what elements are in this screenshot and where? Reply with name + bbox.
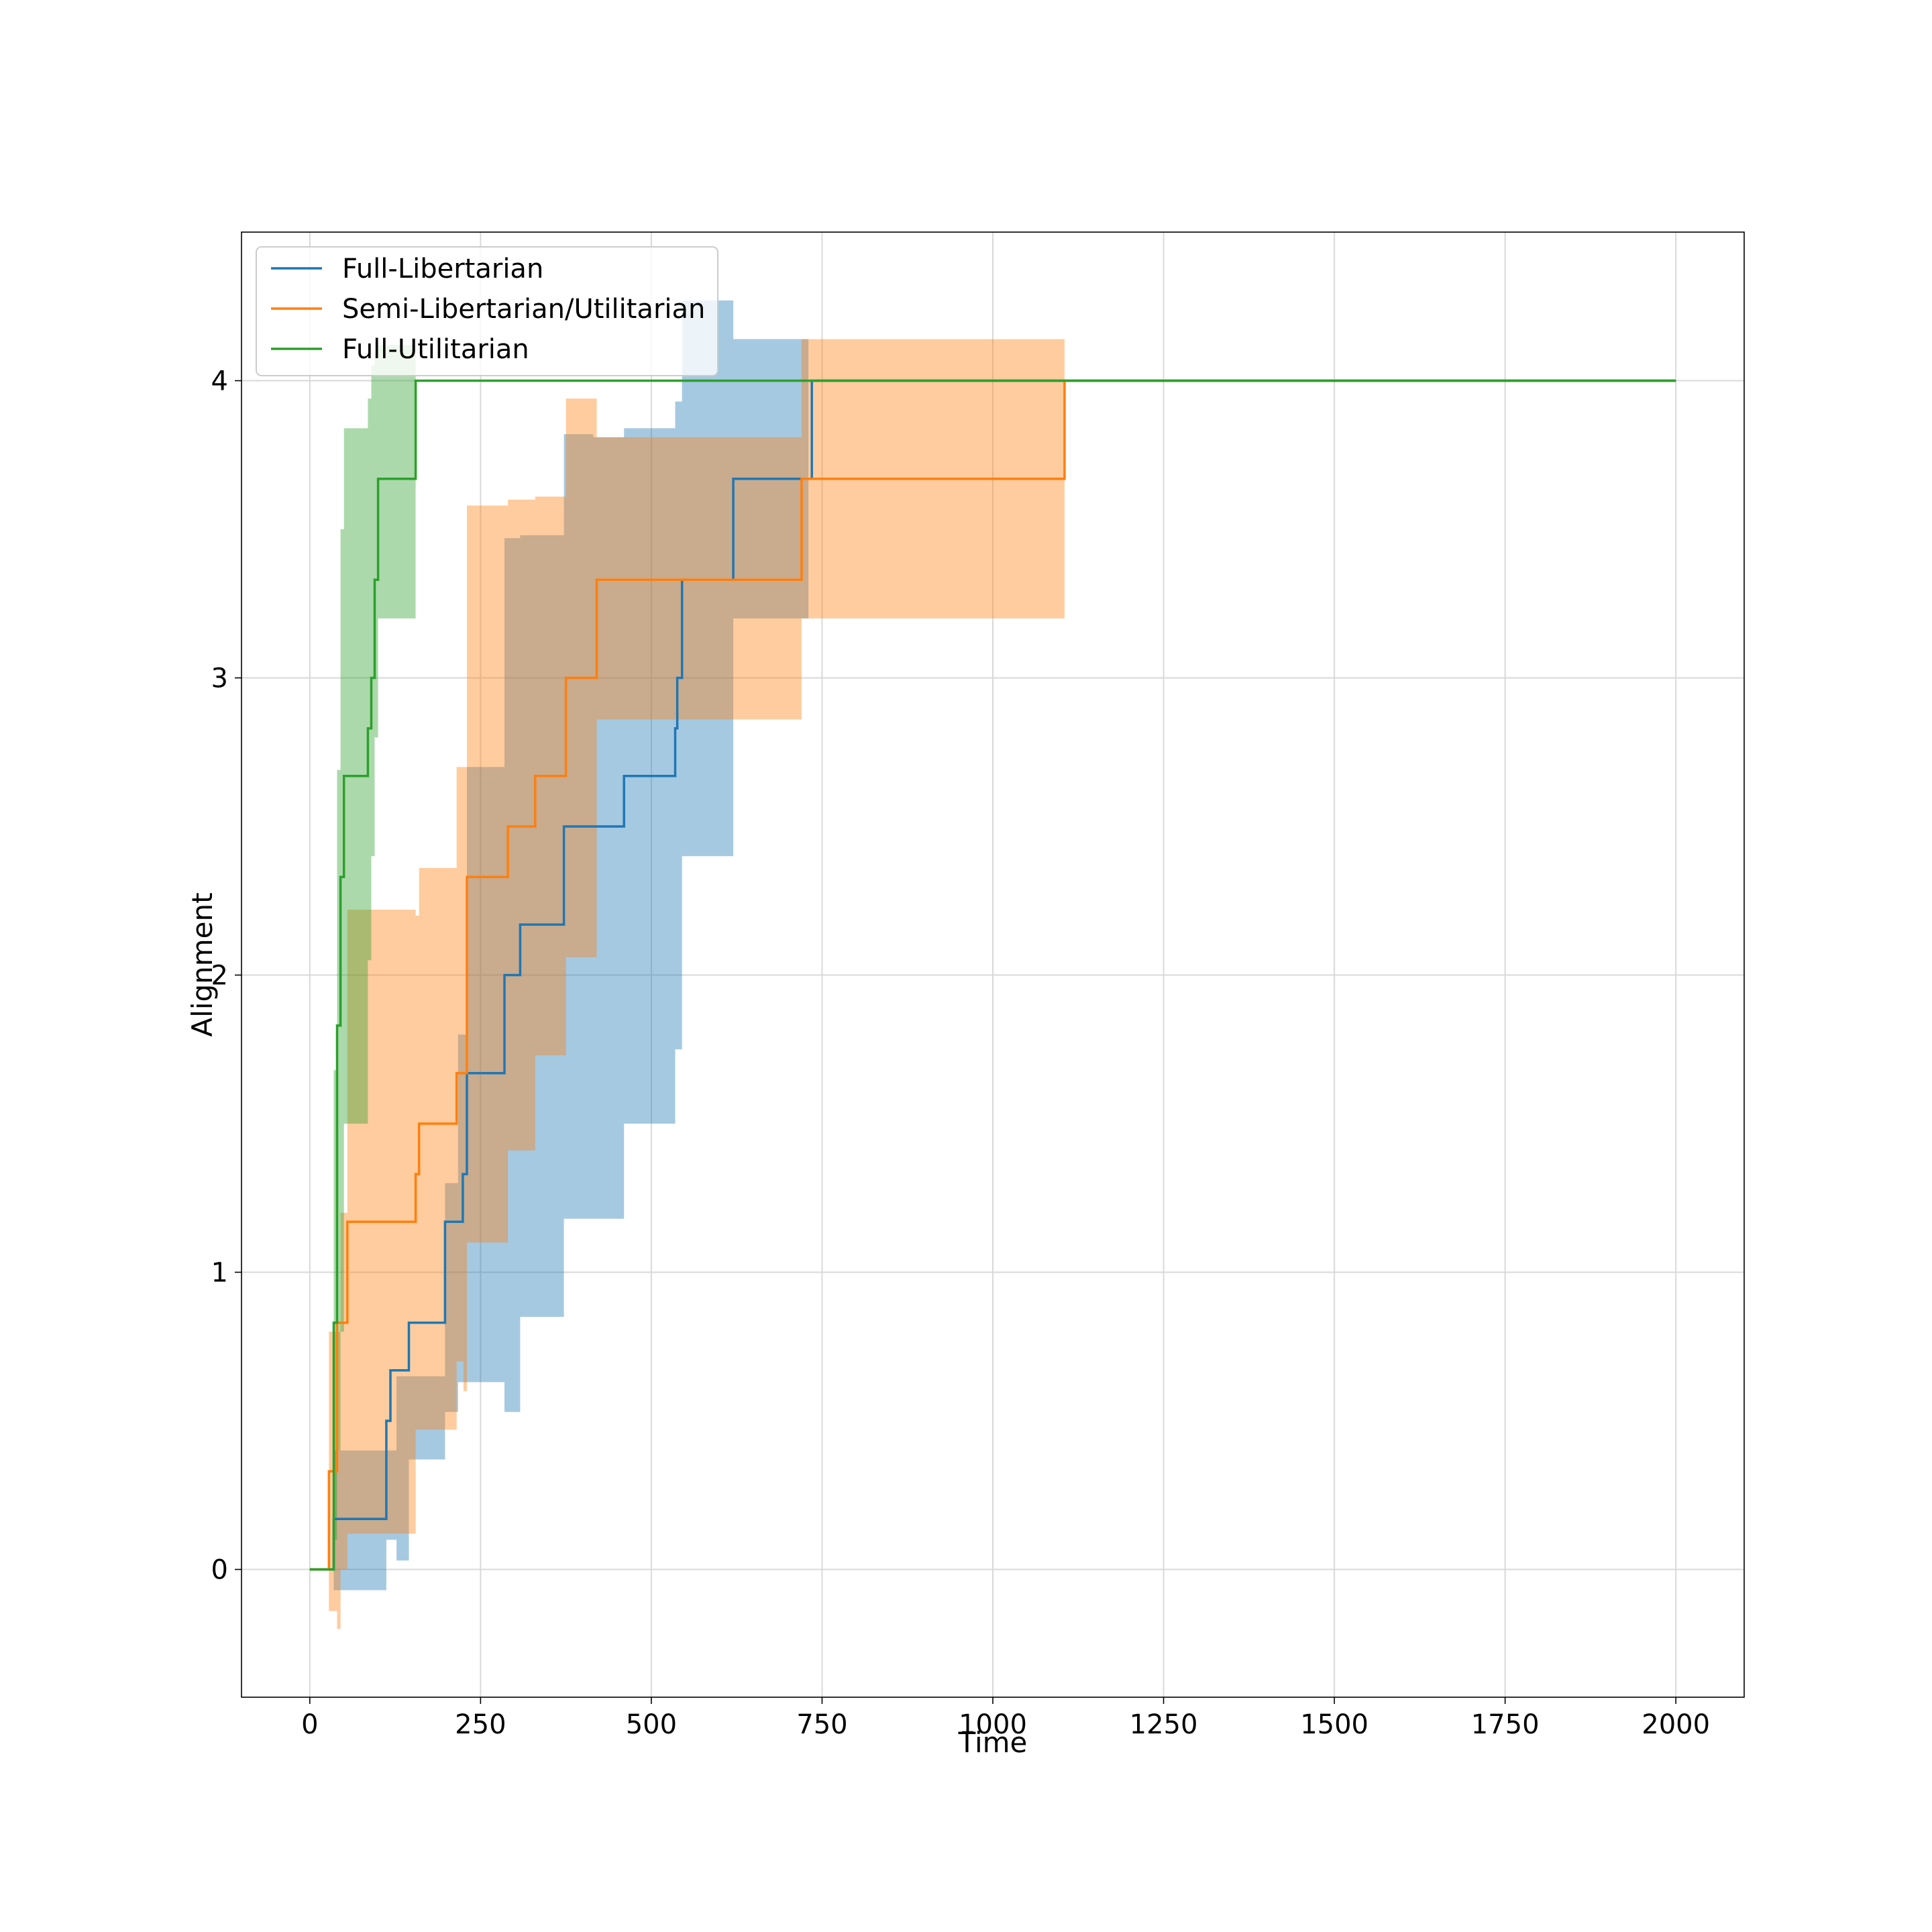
y-axis: 0 1 2 3 4 xyxy=(211,366,241,1586)
x-tick-label: 500 xyxy=(626,1709,677,1740)
y-tick-label: 1 xyxy=(211,1258,228,1289)
legend-box xyxy=(256,246,718,376)
legend-label-full-utilitarian: Full-Utilitarian xyxy=(342,334,529,365)
line-semi-libertarian-utilitarian xyxy=(309,379,1676,1571)
band-semi-libertarian-utilitarian xyxy=(329,339,1065,1629)
x-tick-label: 750 xyxy=(796,1709,847,1740)
x-axis-label: Time xyxy=(958,1726,1028,1759)
x-tick-label: 1750 xyxy=(1471,1709,1540,1740)
band-full-libertarian xyxy=(333,300,809,1591)
x-tick-label: 2000 xyxy=(1642,1709,1710,1740)
x-axis: 0 250 500 750 1000 1250 1500 1750 2000 xyxy=(301,1697,1710,1740)
y-tick-label: 3 xyxy=(211,663,228,694)
x-tick-label: 1250 xyxy=(1130,1709,1198,1740)
confidence-bands xyxy=(329,300,1065,1629)
legend: Full-Libertarian Semi-Libertarian/Utilit… xyxy=(256,246,718,376)
legend-label-semi-libertarian-utilitarian: Semi-Libertarian/Utilitarian xyxy=(342,294,705,325)
series-lines xyxy=(309,379,1676,1571)
y-tick-label: 0 xyxy=(211,1555,228,1586)
y-tick-label: 2 xyxy=(211,961,228,991)
x-tick-label: 250 xyxy=(455,1709,506,1740)
band-full-utilitarian xyxy=(333,345,416,1540)
y-axis-label: Alignment xyxy=(186,892,219,1036)
x-tick-label: 0 xyxy=(301,1709,318,1740)
y-tick-label: 4 xyxy=(211,366,228,397)
legend-label-full-libertarian: Full-Libertarian xyxy=(342,254,543,284)
line-full-utilitarian xyxy=(309,379,1676,1571)
x-tick-label: 1500 xyxy=(1300,1709,1368,1740)
line-full-libertarian xyxy=(309,379,1676,1571)
x-tick-label: 1000 xyxy=(959,1709,1027,1740)
